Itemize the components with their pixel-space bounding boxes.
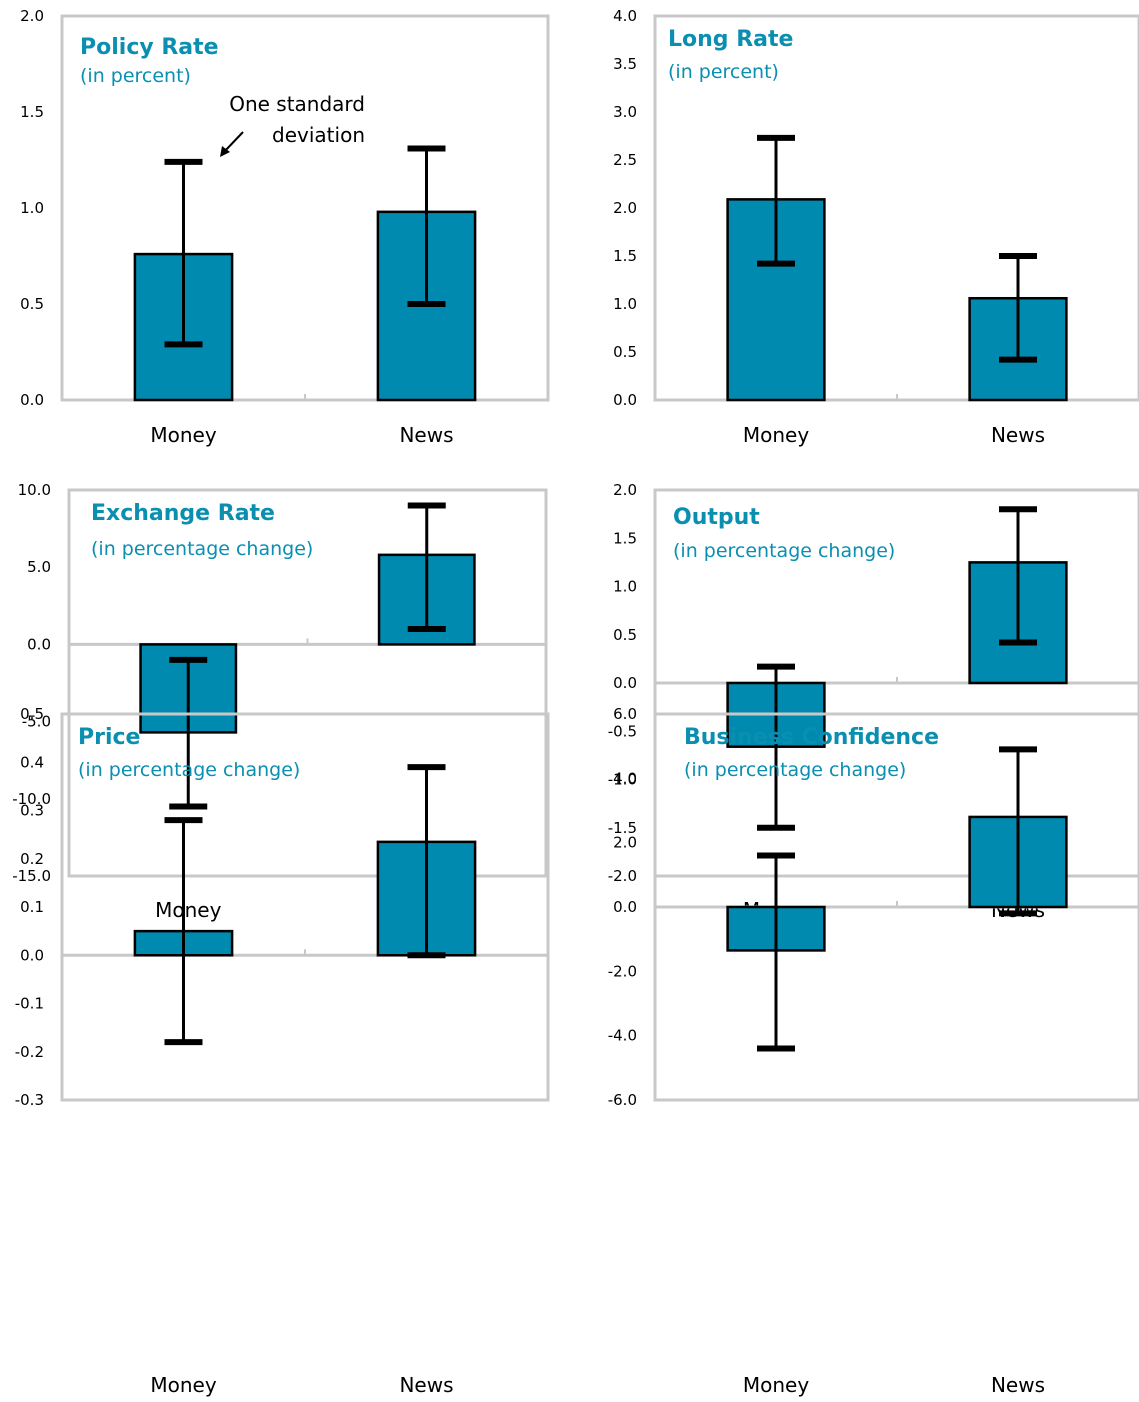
- y-tick-label: -0.1: [15, 995, 44, 1013]
- y-tick-label: 6.0: [613, 705, 637, 723]
- y-tick-label: 3.5: [613, 55, 637, 73]
- y-tick-label: -0.3: [15, 1091, 44, 1109]
- y-tick-label: -1.0: [608, 771, 637, 789]
- y-tick-label: 1.5: [613, 247, 637, 265]
- y-tick-label: -2.0: [608, 962, 637, 980]
- y-tick-label: 0.1: [20, 898, 44, 916]
- y-tick-label: -0.5: [608, 722, 637, 740]
- y-tick-label: -10.0: [12, 790, 51, 808]
- panel-title: Exchange Rate: [91, 501, 275, 526]
- chart-panel-4: -0.3 -0.2 -0.1 0.0 0.1 0.2 0.3 0.4 0.5 Money News P…: [15, 705, 550, 1397]
- category-label: News: [991, 1373, 1045, 1397]
- panel-title: Policy Rate: [80, 35, 219, 60]
- chart-panel-1: 0.0 0.5 1.0 1.5 2.0 2.5 3.0 3.5 4.0 Money News Long…: [613, 7, 1139, 447]
- y-tick-label: 3.0: [613, 103, 637, 121]
- y-tick-label: 2.0: [613, 834, 637, 852]
- panel-title: Business Confidence: [684, 725, 939, 750]
- category-label: Money: [150, 1373, 216, 1397]
- panel-title: Output: [673, 505, 760, 530]
- y-tick-label: 0.0: [20, 946, 44, 964]
- y-tick-label: 0.0: [27, 635, 51, 653]
- y-tick-label: -6.0: [608, 1091, 637, 1109]
- y-tick-label: 0.2: [20, 850, 44, 868]
- y-tick-label: 0.0: [613, 391, 637, 409]
- y-tick-label: 0.5: [613, 343, 637, 361]
- y-tick-label: 0.0: [613, 674, 637, 692]
- panel-subtitle: (in percent): [80, 65, 191, 87]
- plot-frame: [67, 488, 548, 878]
- category-label: Money: [743, 423, 809, 447]
- y-tick-label: 0.0: [20, 391, 44, 409]
- y-tick-label: 0.5: [20, 295, 44, 313]
- y-tick-label: 2.0: [613, 481, 637, 499]
- category-label: Money: [155, 898, 221, 922]
- plot-frame: [60, 712, 550, 1102]
- annotation-arrowhead-icon: [220, 146, 230, 157]
- y-tick-label: 2.0: [20, 7, 44, 25]
- y-tick-label: -4.0: [608, 1027, 637, 1045]
- chart-panel-2: -15.0-10.0-5.00.05.010.0MoneyNewsExchang…: [12, 481, 548, 922]
- annotation-line-1: One standard: [229, 92, 365, 116]
- y-tick-label: -15.0: [12, 867, 51, 885]
- panel-title: Long Rate: [668, 27, 793, 52]
- y-tick-label: 10.0: [18, 481, 51, 499]
- y-tick-label: 1.0: [613, 578, 637, 596]
- panel-subtitle: (in percentage change): [91, 538, 313, 560]
- panel-subtitle: (in percentage change): [684, 759, 906, 781]
- y-tick-label: 0.3: [20, 802, 44, 820]
- annotation-arrow-icon: [223, 131, 244, 153]
- y-tick-label: 1.0: [20, 199, 44, 217]
- y-tick-label: 4.0: [613, 7, 637, 25]
- y-tick-label: -1.5: [608, 819, 637, 837]
- chart-panel-0: 0.0 0.5 1.0 1.5 2.0 Money News Policy Rate (in p…: [20, 7, 550, 447]
- y-tick-label: 0.4: [20, 753, 44, 771]
- y-tick-label: 0.5: [20, 705, 44, 723]
- y-tick-label: -2.0: [608, 867, 637, 885]
- y-tick-label: 1.5: [20, 103, 44, 121]
- chart-panel-5: -6.0 -4.0 -2.0 0.0 2.0 4.0 6.0 Money News Busines…: [608, 705, 1139, 1397]
- category-label: News: [399, 423, 453, 447]
- y-tick-label: 0.0: [613, 898, 637, 916]
- y-tick-label: 1.5: [613, 529, 637, 547]
- y-tick-label: 2.0: [613, 199, 637, 217]
- y-tick-label: -5.0: [22, 713, 51, 731]
- y-tick-label: 1.0: [613, 295, 637, 313]
- y-tick-label: -0.2: [15, 1043, 44, 1061]
- category-label: News: [399, 1373, 453, 1397]
- annotation-line-2: deviation: [272, 123, 365, 147]
- y-tick-label: 5.0: [27, 558, 51, 576]
- y-tick-label: 4.0: [613, 769, 637, 787]
- panel-subtitle: (in percent): [668, 61, 779, 83]
- category-label: News: [991, 423, 1045, 447]
- y-tick-label: 0.5: [613, 626, 637, 644]
- panel-subtitle: (in percentage change): [78, 759, 300, 781]
- panel-subtitle: (in percentage change): [673, 540, 895, 562]
- panel-title: Price: [78, 725, 140, 750]
- y-tick-label: 2.5: [613, 151, 637, 169]
- category-label: Money: [743, 1373, 809, 1397]
- category-label: Money: [150, 423, 216, 447]
